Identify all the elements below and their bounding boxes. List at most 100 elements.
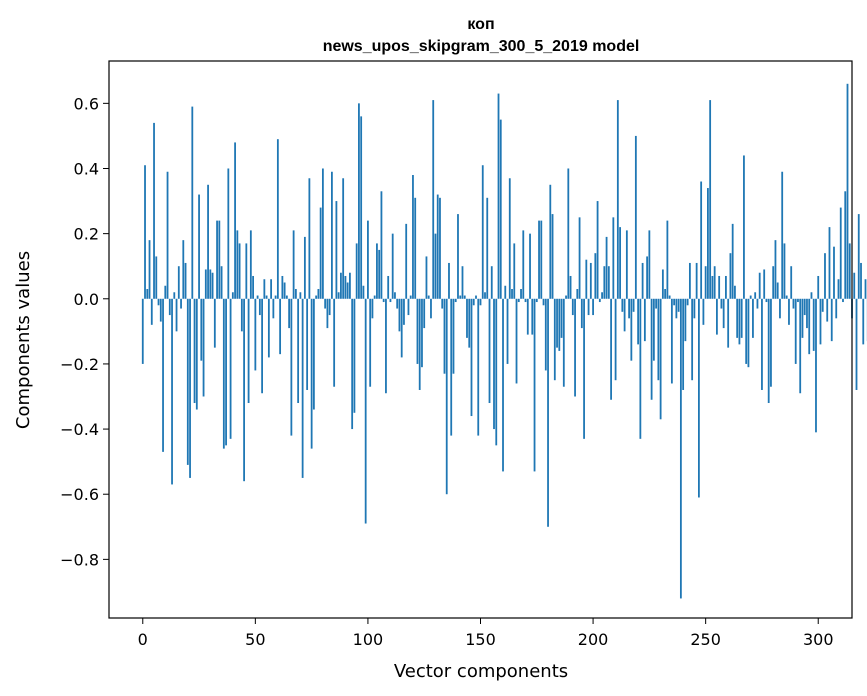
bar-143 bbox=[463, 295, 466, 299]
bar-35 bbox=[220, 266, 223, 299]
bar-99 bbox=[364, 298, 367, 524]
bar-81 bbox=[324, 298, 327, 309]
bar-25 bbox=[198, 194, 200, 299]
bar-272 bbox=[754, 292, 757, 299]
x-tick-label-6: 300 bbox=[803, 630, 834, 649]
bar-192 bbox=[574, 298, 576, 397]
bar-12 bbox=[168, 298, 171, 316]
bar-1 bbox=[144, 165, 146, 299]
bar-234 bbox=[668, 295, 671, 299]
bar-246 bbox=[695, 262, 698, 299]
bar-195 bbox=[580, 298, 583, 329]
bar-49 bbox=[252, 275, 254, 299]
bar-136 bbox=[448, 262, 450, 299]
bar-140 bbox=[457, 214, 459, 299]
bar-125 bbox=[423, 298, 426, 329]
bar-134 bbox=[443, 298, 446, 374]
bar-233 bbox=[666, 220, 669, 299]
bar-229 bbox=[657, 298, 660, 381]
bar-251 bbox=[707, 188, 709, 299]
bar-261 bbox=[729, 253, 732, 299]
bar-206 bbox=[605, 236, 608, 299]
bar-9 bbox=[162, 298, 164, 452]
bar-144 bbox=[466, 298, 468, 338]
bar-74 bbox=[308, 178, 311, 299]
bar-176 bbox=[538, 220, 540, 299]
bar-20 bbox=[186, 298, 189, 465]
bar-127 bbox=[427, 295, 430, 299]
bar-109 bbox=[387, 275, 390, 299]
y-tick-label-6: 0.4 bbox=[74, 159, 99, 178]
bar-248 bbox=[700, 181, 703, 299]
x-tick-label-3: 150 bbox=[465, 630, 496, 649]
bar-221 bbox=[639, 298, 642, 439]
bar-212 bbox=[619, 227, 621, 299]
bar-191 bbox=[571, 298, 574, 316]
bar-211 bbox=[616, 100, 619, 299]
bar-44 bbox=[240, 298, 243, 332]
bar-76 bbox=[312, 298, 315, 410]
bar-39 bbox=[229, 298, 232, 439]
bar-71 bbox=[301, 298, 304, 478]
bar-213 bbox=[621, 298, 624, 312]
bar-158 bbox=[497, 93, 500, 299]
bar-13 bbox=[171, 298, 173, 485]
y-axis-ticks: −0.8 −0.6 −0.4 −0.2 0.0 0.2 0.4 0.6 bbox=[60, 94, 109, 569]
bar-14 bbox=[173, 292, 176, 299]
bar-204 bbox=[601, 292, 603, 299]
bar-278 bbox=[767, 298, 770, 404]
x-tick-label-1: 50 bbox=[245, 630, 265, 649]
bar-64 bbox=[285, 295, 288, 299]
bar-217 bbox=[630, 298, 633, 361]
bar-141 bbox=[459, 295, 462, 299]
bar-23 bbox=[193, 298, 196, 404]
bar-257 bbox=[720, 298, 723, 309]
bar-148 bbox=[475, 295, 477, 299]
bar-253 bbox=[711, 275, 714, 299]
bar-185 bbox=[558, 298, 561, 351]
bar-65 bbox=[288, 298, 291, 329]
bar-295 bbox=[806, 298, 808, 329]
bar-243 bbox=[688, 262, 691, 299]
bar-28 bbox=[204, 269, 207, 299]
bar-84 bbox=[331, 171, 333, 299]
bar-94 bbox=[353, 298, 356, 413]
bar-59 bbox=[274, 295, 277, 299]
bar-287 bbox=[788, 298, 790, 325]
bar-130 bbox=[434, 233, 437, 299]
bar-41 bbox=[234, 142, 236, 299]
bar-197 bbox=[585, 259, 588, 299]
bar-97 bbox=[360, 116, 363, 299]
bar-316 bbox=[853, 272, 856, 299]
bar-108 bbox=[385, 298, 387, 394]
bar-149 bbox=[477, 298, 480, 436]
bar-279 bbox=[770, 298, 772, 387]
bar-107 bbox=[382, 298, 385, 303]
bar-50 bbox=[254, 298, 257, 371]
bar-277 bbox=[765, 298, 768, 303]
bar-281 bbox=[774, 240, 777, 299]
bar-48 bbox=[249, 230, 252, 299]
bar-157 bbox=[495, 298, 498, 446]
bar-150 bbox=[479, 298, 482, 306]
bar-184 bbox=[556, 298, 558, 348]
bar-95 bbox=[355, 243, 358, 299]
bar-303 bbox=[824, 253, 826, 299]
bar-179 bbox=[544, 298, 547, 371]
bar-223 bbox=[643, 298, 646, 342]
bar-276 bbox=[763, 269, 766, 299]
chart-title-line2: news_upos_skipgram_300_5_2019 model bbox=[323, 38, 640, 55]
bar-292 bbox=[799, 298, 802, 394]
bar-297 bbox=[810, 292, 813, 299]
bar-240 bbox=[682, 298, 685, 390]
bar-36 bbox=[222, 298, 225, 449]
bar-180 bbox=[547, 298, 549, 527]
bar-90 bbox=[344, 275, 347, 299]
bar-258 bbox=[722, 298, 725, 329]
bar-17 bbox=[180, 298, 182, 309]
bar-309 bbox=[837, 279, 840, 299]
bar-7 bbox=[157, 298, 160, 306]
bar-85 bbox=[333, 298, 336, 387]
bar-298 bbox=[812, 298, 815, 351]
bar-255 bbox=[716, 298, 718, 335]
